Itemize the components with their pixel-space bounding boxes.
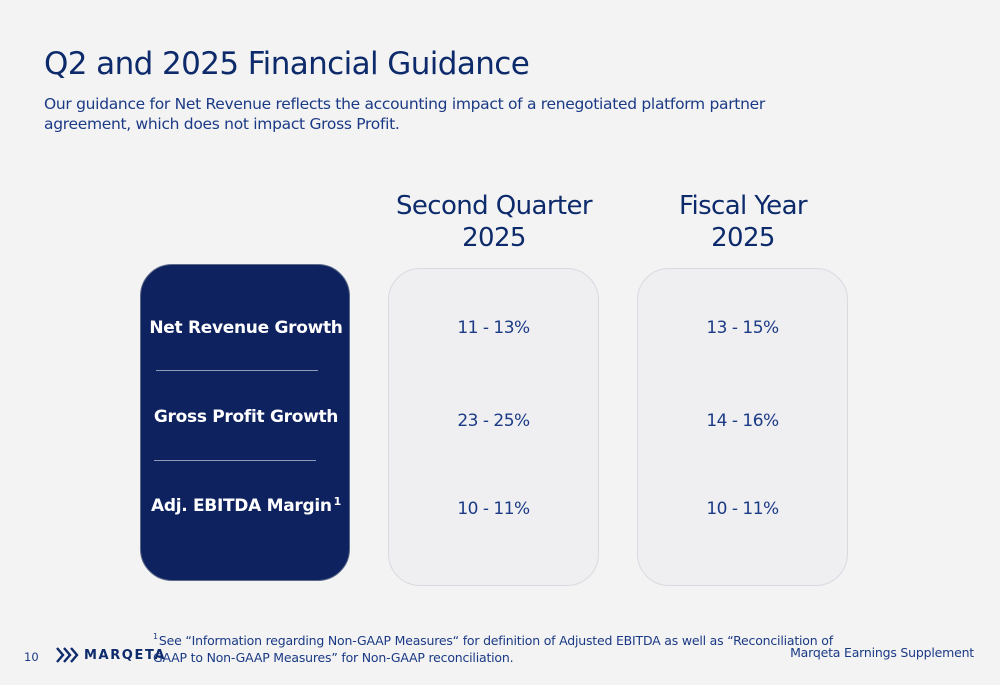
column-header-line2: 2025 xyxy=(711,223,775,253)
footnote: 1See “Information regarding Non-GAAP Mea… xyxy=(153,628,833,666)
row-label-text: Adj. EBITDA Margin xyxy=(150,496,332,516)
column-header-second-quarter: Second Quarter 2025 xyxy=(389,190,599,254)
document-name: Marqeta Earnings Supplement xyxy=(790,645,974,660)
footnote-marker: 1 xyxy=(153,632,158,641)
page-number: 10 xyxy=(24,650,39,664)
column-header-line1: Fiscal Year xyxy=(679,191,808,221)
row-label-text: Net Revenue Growth xyxy=(149,318,343,338)
fiscal-year-values-card: 13 - 15% 14 - 16% 10 - 11% xyxy=(637,268,848,586)
second-quarter-values-card: 11 - 13% 23 - 25% 10 - 11% xyxy=(388,268,599,586)
column-header-fiscal-year: Fiscal Year 2025 xyxy=(638,190,848,254)
row-label-gross-profit-growth: Gross Profit Growth xyxy=(141,407,351,427)
value-gross-profit-growth-q2: 23 - 25% xyxy=(457,411,530,431)
row-label-net-revenue-growth: Net Revenue Growth xyxy=(141,318,351,338)
label-divider xyxy=(156,370,318,371)
value-adj-ebitda-margin-q2: 10 - 11% xyxy=(457,499,530,519)
footnote-text: See “Information regarding Non-GAAP Meas… xyxy=(153,633,833,665)
value-net-revenue-growth-q2: 11 - 13% xyxy=(457,318,530,338)
metric-label-card: Net Revenue Growth Gross Profit Growth A… xyxy=(140,264,350,581)
column-header-line2: 2025 xyxy=(462,223,526,253)
value-gross-profit-growth-fy: 14 - 16% xyxy=(706,411,779,431)
footnote-reference: 1 xyxy=(333,495,342,508)
page-subtitle: Our guidance for Net Revenue reflects th… xyxy=(44,95,765,133)
marqeta-chevrons-icon xyxy=(56,647,79,663)
column-header-line1: Second Quarter xyxy=(396,191,593,221)
logo-wordmark: MARQETA xyxy=(84,647,167,663)
value-net-revenue-growth-fy: 13 - 15% xyxy=(706,318,779,338)
label-divider xyxy=(154,460,316,461)
row-label-text: Gross Profit Growth xyxy=(153,407,339,427)
marqeta-logo: MARQETA xyxy=(56,646,166,664)
page-title: Q2 and 2025 Financial Guidance xyxy=(44,46,530,82)
row-label-adj-ebitda-margin: Adj. EBITDA Margin 1 xyxy=(141,495,351,516)
value-adj-ebitda-margin-fy: 10 - 11% xyxy=(706,499,779,519)
